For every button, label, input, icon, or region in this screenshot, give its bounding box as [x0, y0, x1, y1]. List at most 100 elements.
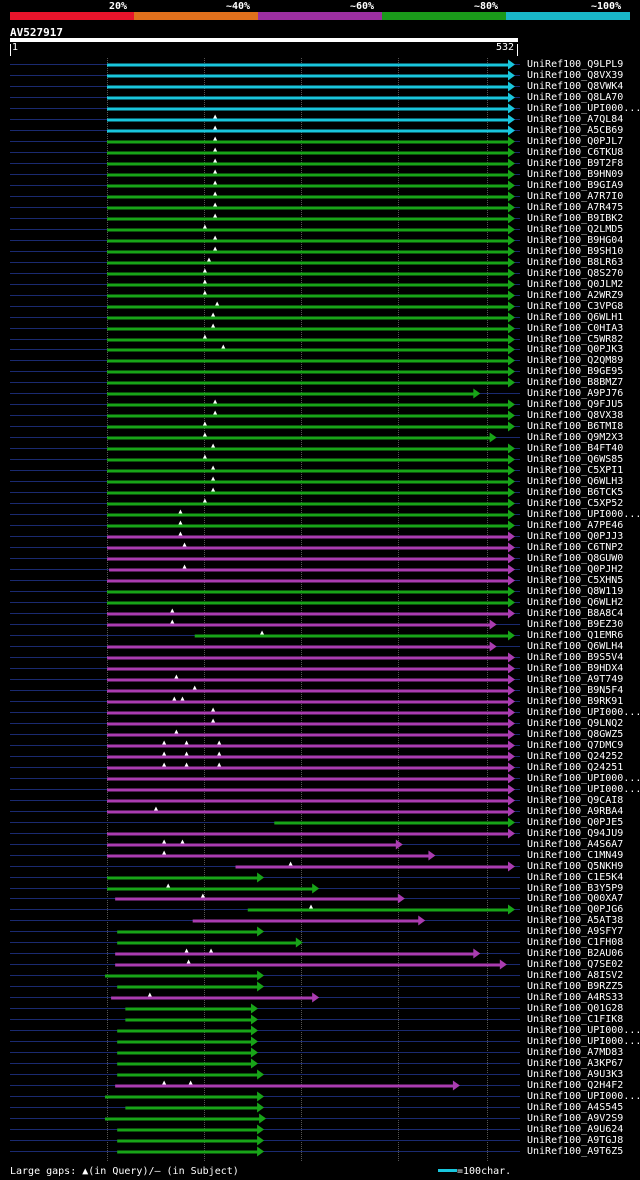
hit-label[interactable]: UniRef100_C1FIK8: [527, 1013, 624, 1025]
hit-label[interactable]: UniRef100_Q8W119: [527, 585, 624, 597]
hit-label[interactable]: UniRef100_A3KP67: [527, 1057, 624, 1069]
hit-label[interactable]: UniRef100_Q0PJK3: [527, 343, 624, 355]
hit-label[interactable]: UniRef100_B9HDX4: [527, 662, 624, 674]
hit-label[interactable]: UniRef100_Q0JLM2: [527, 278, 624, 290]
hit-label[interactable]: UniRef100_C5XPI1: [527, 464, 624, 476]
hit-label[interactable]: UniRef100_C6TKU8: [527, 146, 624, 158]
hit-label[interactable]: UniRef100_Q6WLH3: [527, 475, 624, 487]
hit-label[interactable]: UniRef100_A7MD83: [527, 1046, 624, 1058]
hit-label[interactable]: UniRef100_Q8VX39: [527, 69, 624, 81]
hit-label[interactable]: UniRef100_C1MN49: [527, 849, 624, 861]
hit-label[interactable]: UniRef100_UPI000...: [527, 508, 640, 520]
hit-label[interactable]: UniRef100_C6TNP2: [527, 541, 624, 553]
hit-label[interactable]: UniRef100_A7PE46: [527, 519, 624, 531]
hit-label[interactable]: UniRef100_A9RBA4: [527, 805, 624, 817]
hit-label[interactable]: UniRef100_B9S5V4: [527, 651, 624, 663]
hit-label[interactable]: UniRef100_B9IBK2: [527, 212, 624, 224]
hit-label[interactable]: UniRef100_A8ISV2: [527, 969, 624, 981]
hit-label[interactable]: UniRef100_B9RZZ5: [527, 980, 624, 992]
hit-label[interactable]: UniRef100_A5AT38: [527, 914, 624, 926]
hit-label[interactable]: UniRef100_B9HN09: [527, 168, 624, 180]
hit-label[interactable]: UniRef100_UPI000...: [527, 1035, 640, 1047]
hit-label[interactable]: UniRef100_C1FH08: [527, 936, 624, 948]
hit-label[interactable]: UniRef100_Q9LPL9: [527, 58, 624, 70]
hit-label[interactable]: UniRef100_A2WRZ9: [527, 289, 624, 301]
hit-label[interactable]: UniRef100_A7R475: [527, 201, 624, 213]
hit-label[interactable]: UniRef100_Q8GUW0: [527, 552, 624, 564]
hit-label[interactable]: UniRef100_UPI000...: [527, 102, 640, 114]
hit-label[interactable]: UniRef100_UPI000...: [527, 706, 640, 718]
hit-label[interactable]: UniRef100_Q9LNQ2: [527, 717, 624, 729]
hit-label[interactable]: UniRef100_A9SFY7: [527, 925, 624, 937]
hit-label[interactable]: UniRef100_B8BMZ7: [527, 376, 624, 388]
hit-label[interactable]: UniRef100_UPI000...: [527, 783, 640, 795]
hit-label[interactable]: UniRef100_A9V2S9: [527, 1112, 624, 1124]
hit-label[interactable]: UniRef100_Q8GWZ5: [527, 728, 624, 740]
hit-label[interactable]: UniRef100_B4FT40: [527, 442, 624, 454]
hit-label[interactable]: UniRef100_Q8S270: [527, 267, 624, 279]
hit-label[interactable]: UniRef100_Q6WS85: [527, 453, 624, 465]
hit-label[interactable]: UniRef100_Q00XA7: [527, 892, 624, 904]
hit-label[interactable]: UniRef100_B9SH10: [527, 245, 624, 257]
hit-label[interactable]: UniRef100_Q6WLH4: [527, 640, 624, 652]
hit-label[interactable]: UniRef100_A4RS33: [527, 991, 624, 1003]
hit-label[interactable]: UniRef100_Q01G28: [527, 1002, 624, 1014]
hit-label[interactable]: UniRef100_Q2LMD5: [527, 223, 624, 235]
hit-label[interactable]: UniRef100_C1E5K4: [527, 871, 624, 883]
hit-label[interactable]: UniRef100_C5XHN5: [527, 574, 624, 586]
hit-label[interactable]: UniRef100_B9N5F4: [527, 684, 624, 696]
hit-label[interactable]: UniRef100_C3VPG8: [527, 300, 624, 312]
hit-label[interactable]: UniRef100_Q7DMC9: [527, 739, 624, 751]
hit-label[interactable]: UniRef100_Q7SE02: [527, 958, 624, 970]
hit-label[interactable]: UniRef100_UPI000...: [527, 1024, 640, 1036]
hit-label[interactable]: UniRef100_B3Y5P9: [527, 882, 624, 894]
hit-label[interactable]: UniRef100_A7QL84: [527, 113, 624, 125]
hit-label[interactable]: UniRef100_A7R7I0: [527, 190, 624, 202]
hit-label[interactable]: UniRef100_B9GIA9: [527, 179, 624, 191]
hit-label[interactable]: UniRef100_Q6WLH1: [527, 311, 624, 323]
hit-label[interactable]: UniRef100_Q94JU9: [527, 827, 624, 839]
hit-label[interactable]: UniRef100_Q24252: [527, 750, 624, 762]
hit-label[interactable]: UniRef100_A9T749: [527, 673, 624, 685]
hit-label[interactable]: UniRef100_B9RK91: [527, 695, 624, 707]
hit-label[interactable]: UniRef100_B9GE95: [527, 365, 624, 377]
hit-label[interactable]: UniRef100_Q5NKH9: [527, 860, 624, 872]
hit-label[interactable]: UniRef100_Q8LA70: [527, 91, 624, 103]
hit-label[interactable]: UniRef100_Q0PJJ3: [527, 530, 624, 542]
hit-label[interactable]: UniRef100_Q1EMR6: [527, 629, 624, 641]
hit-label[interactable]: UniRef100_A9PJ76: [527, 387, 624, 399]
hit-label[interactable]: UniRef100_Q0PJG6: [527, 903, 624, 915]
hit-label[interactable]: UniRef100_B9EZ30: [527, 618, 624, 630]
hit-label[interactable]: UniRef100_Q0PJE5: [527, 816, 624, 828]
hit-label[interactable]: UniRef100_A5CB69: [527, 124, 624, 136]
hit-label[interactable]: UniRef100_A4S6A7: [527, 838, 624, 850]
hit-label[interactable]: UniRef100_A9U3K3: [527, 1068, 624, 1080]
hit-label[interactable]: UniRef100_B6TMI8: [527, 420, 624, 432]
hit-label[interactable]: UniRef100_B2AU06: [527, 947, 624, 959]
hit-label[interactable]: UniRef100_Q24251: [527, 761, 624, 773]
hit-label[interactable]: UniRef100_B8A8C4: [527, 607, 624, 619]
hit-label[interactable]: UniRef100_Q2H4F2: [527, 1079, 624, 1091]
hit-label[interactable]: UniRef100_A4S545: [527, 1101, 624, 1113]
hit-label[interactable]: UniRef100_A9T6Z5: [527, 1145, 624, 1157]
hit-label[interactable]: UniRef100_Q6WLH2: [527, 596, 624, 608]
hit-label[interactable]: UniRef100_UPI000...: [527, 772, 640, 784]
hit-label[interactable]: UniRef100_B9T2F8: [527, 157, 624, 169]
hit-label[interactable]: UniRef100_A9TGJ8: [527, 1134, 624, 1146]
hit-label[interactable]: UniRef100_Q9CAI8: [527, 794, 624, 806]
hit-label[interactable]: UniRef100_Q9M2X3: [527, 431, 624, 443]
hit-label[interactable]: UniRef100_B8LR63: [527, 256, 624, 268]
hit-label[interactable]: UniRef100_C5WR82: [527, 333, 624, 345]
hit-label[interactable]: UniRef100_B6TCK5: [527, 486, 624, 498]
hit-label[interactable]: UniRef100_Q0PJH2: [527, 563, 624, 575]
hit-label[interactable]: UniRef100_Q0PJL7: [527, 135, 624, 147]
hit-label[interactable]: UniRef100_A9U624: [527, 1123, 624, 1135]
hit-label[interactable]: UniRef100_Q8VX38: [527, 409, 624, 421]
hit-label[interactable]: UniRef100_C5XP52: [527, 497, 624, 509]
hit-label[interactable]: UniRef100_UPI000...: [527, 1090, 640, 1102]
hit-label[interactable]: UniRef100_Q2QM89: [527, 354, 624, 366]
hit-label[interactable]: UniRef100_B9HG04: [527, 234, 624, 246]
hit-label[interactable]: UniRef100_Q9FJU5: [527, 398, 624, 410]
hit-label[interactable]: UniRef100_Q8VWK4: [527, 80, 624, 92]
hit-label[interactable]: UniRef100_C0HIA3: [527, 322, 624, 334]
